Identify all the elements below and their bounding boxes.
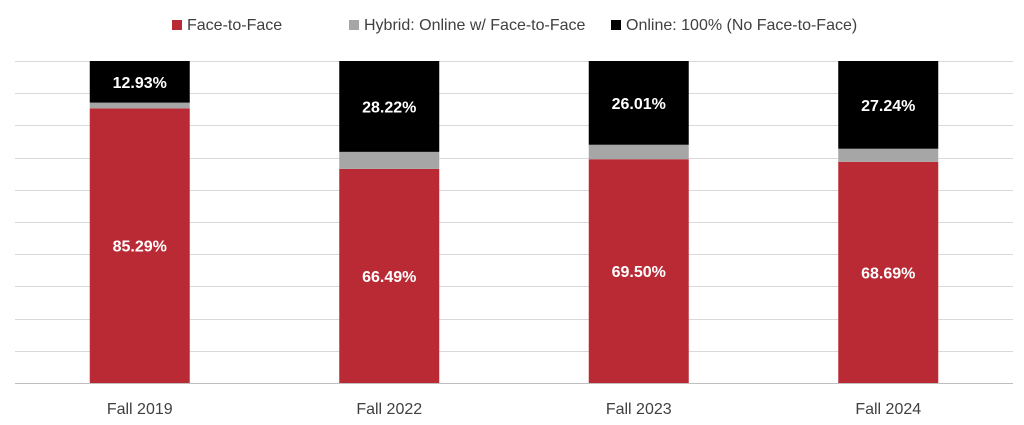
bar-segment-face-to-face-fall-2023 bbox=[588, 159, 689, 383]
legend-label-face-to-face: Face-to-Face bbox=[187, 17, 282, 34]
legend-swatch-face-to-face bbox=[172, 20, 182, 30]
bar-segment-hybrid-fall-2019 bbox=[89, 102, 190, 109]
x-tick-label: Fall 2024 bbox=[855, 401, 921, 418]
legend-label-hybrid: Hybrid: Online w/ Face-to-Face bbox=[364, 17, 586, 34]
bar-segment-online-fall-2023 bbox=[588, 61, 689, 145]
bar-segment-face-to-face-fall-2022 bbox=[339, 168, 440, 383]
x-axis-ticks: Fall 2019 Fall 2022 Fall 2023 Fall 2024 bbox=[107, 401, 921, 418]
bar-segment-hybrid-fall-2022 bbox=[339, 151, 440, 169]
data-label: 85.29% bbox=[113, 239, 167, 256]
bar-segment-hybrid-fall-2023 bbox=[588, 144, 689, 160]
bar-segment-online-fall-2019 bbox=[89, 61, 190, 103]
legend: Face-to-Face Hybrid: Online w/ Face-to-F… bbox=[172, 17, 857, 34]
bar-segment-face-to-face-fall-2019 bbox=[89, 108, 190, 383]
legend-swatch-hybrid bbox=[349, 20, 359, 30]
legend-swatch-online bbox=[611, 20, 621, 30]
data-label: 12.93% bbox=[113, 75, 167, 92]
data-label: 66.49% bbox=[362, 269, 416, 286]
data-label: 26.01% bbox=[612, 96, 666, 113]
bar-segment-hybrid-fall-2024 bbox=[838, 148, 939, 162]
data-label: 68.69% bbox=[861, 265, 915, 282]
legend-label-online: Online: 100% (No Face-to-Face) bbox=[626, 17, 857, 34]
x-tick-label: Fall 2023 bbox=[606, 401, 672, 418]
data-label: 69.50% bbox=[612, 264, 666, 281]
bar-segment-face-to-face-fall-2024 bbox=[838, 161, 939, 383]
data-label: 27.24% bbox=[861, 98, 915, 115]
data-labels: 85.29% 12.93% 66.49% 28.22% 69.50% 26.01% 68.6… bbox=[113, 75, 916, 286]
bars bbox=[89, 61, 939, 383]
data-label: 28.22% bbox=[362, 99, 416, 116]
bar-segment-online-fall-2022 bbox=[339, 61, 440, 152]
x-tick-label: Fall 2022 bbox=[356, 401, 422, 418]
x-tick-label: Fall 2019 bbox=[107, 401, 173, 418]
bar-segment-online-fall-2024 bbox=[838, 61, 939, 149]
